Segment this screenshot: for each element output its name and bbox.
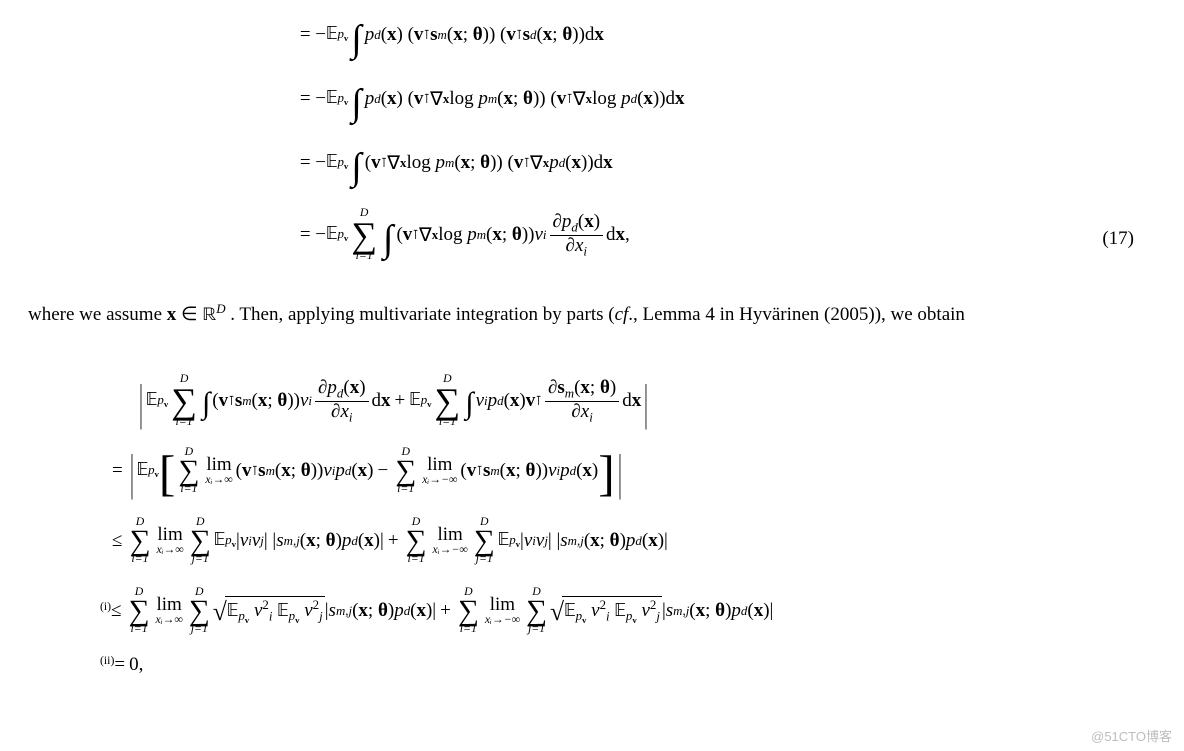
expectation-E: 𝔼 <box>326 23 337 47</box>
deriv-line1: | 𝔼pv D∑i=1 ∫ (v⊺sm(x; θ)) vi ∂pd(x) ∂xi… <box>100 368 1130 434</box>
eq17-line4: = − 𝔼pv D ∑ i=1 ∫ (v⊺∇x log pm(x; θ)) vi… <box>270 198 1150 272</box>
sum-i: D ∑ i=1 <box>351 208 377 262</box>
equation-number: (17) <box>1102 228 1134 250</box>
derivation-block: | 𝔼pv D∑i=1 ∫ (v⊺sm(x; θ)) vi ∂pd(x) ∂xi… <box>100 364 1130 686</box>
deriv-line3: ≤ D∑i=1 limxᵢ→∞ D∑j=1 𝔼pv |vivj| |sm,j(x… <box>100 508 1130 574</box>
frac-dpd-dxi: ∂pd(x) ∂xi <box>550 212 604 258</box>
body-paragraph: where we assume x ∈ ℝD . Then, applying … <box>28 300 1156 329</box>
lead-sym: = − <box>270 24 326 46</box>
sqrt-term-1: √ 𝔼pv v2i 𝔼pv v2j <box>213 596 325 627</box>
deriv-line2: = | 𝔼pv [ D∑i=1 limxᵢ→∞ (v⊺sm(x; θ)) vi … <box>100 438 1130 504</box>
eq17-line2: = − 𝔼pv ∫ pd(x) (v⊺∇x log pm(x; θ)) (v⊺∇… <box>270 70 1150 128</box>
watermark: @51CTO博客 <box>1091 726 1172 745</box>
eq17-line3: = − 𝔼pv ∫ (v⊺∇x log pm(x; θ)) (v⊺∇xpd(x)… <box>270 134 1150 192</box>
integral-sign: ∫ <box>348 17 364 61</box>
sqrt-term-2: √ 𝔼pv v2i 𝔼pv v2j <box>550 596 662 627</box>
deriv-line5: (ii) = 0, <box>100 648 1130 682</box>
deriv-line4: (i) ≤ D∑i=1 limxᵢ→∞ D∑j=1 √ 𝔼pv v2i 𝔼pv … <box>100 578 1130 644</box>
equation-17-block: = − 𝔼 pv ∫ pd (x) (v⊺sm(x; θ)) (v⊺sd(x; … <box>270 0 1150 278</box>
eq17-line1: = − 𝔼 pv ∫ pd (x) (v⊺sm(x; θ)) (v⊺sd(x; … <box>270 6 1150 64</box>
